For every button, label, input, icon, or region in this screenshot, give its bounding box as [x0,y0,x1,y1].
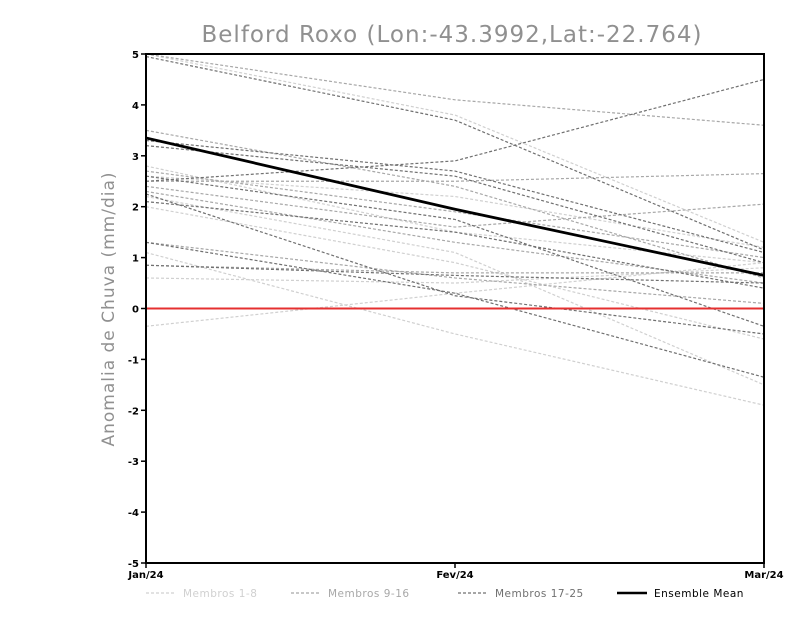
y-tick-label: -3 [128,457,139,468]
series-line-membro-19 [146,145,764,264]
y-tick-label: 1 [132,254,139,265]
y-axis-label: Anomalia de Chuva (mm/dia) [99,171,119,446]
y-tick-label: -5 [128,559,139,570]
legend-label-2: Membros 9-16 [328,588,410,600]
legend-label-1: Membros 1-8 [183,588,257,600]
y-tick-label: -4 [128,508,139,519]
series-line-membro-18 [146,55,764,251]
series-line-membro-20 [146,175,764,327]
series-line-membro-24 [146,139,764,254]
chart-title: Belford Roxo (Lon:-43.3992,Lat:-22.764) [202,22,703,48]
y-tick-label: 5 [132,50,139,61]
series-group [146,54,764,406]
series-line-membro-7 [146,54,764,243]
series-line-membro-22 [146,264,764,284]
series-line-membro-2 [146,165,764,264]
y-tick-label: -1 [128,355,139,366]
series-line-membro-25 [146,201,764,289]
x-tick-label: Mar/24 [744,570,783,581]
series-line-membro-6 [146,206,764,340]
series-line-membro-11 [146,185,764,228]
y-tick-label: -2 [128,406,139,417]
y-tick-label: 0 [132,305,139,316]
series-line-membro-13 [146,241,764,305]
x-tick-label: Fev/24 [436,570,473,581]
series-line-membro-16 [146,190,764,284]
series-line-membro-21 [146,241,764,378]
y-tick-label: 4 [132,101,139,112]
series-line-membro-15 [146,264,764,274]
series-line-membro-3 [146,251,764,406]
series-line-membro-12 [146,54,764,126]
x-tick-label: Jan/24 [127,570,163,581]
series-line-membro-10 [146,173,764,182]
legend-label-3: Membros 17-25 [495,588,584,600]
series-line-membro-23 [146,193,764,335]
series-line-ensemble-mean [146,136,764,277]
legend-label-4: Ensemble Mean [654,588,744,600]
y-tick-label: 3 [132,152,139,163]
y-tick-label: 2 [132,203,139,214]
series-line-membro-14 [146,170,764,259]
series-line-membro-17 [146,78,764,182]
